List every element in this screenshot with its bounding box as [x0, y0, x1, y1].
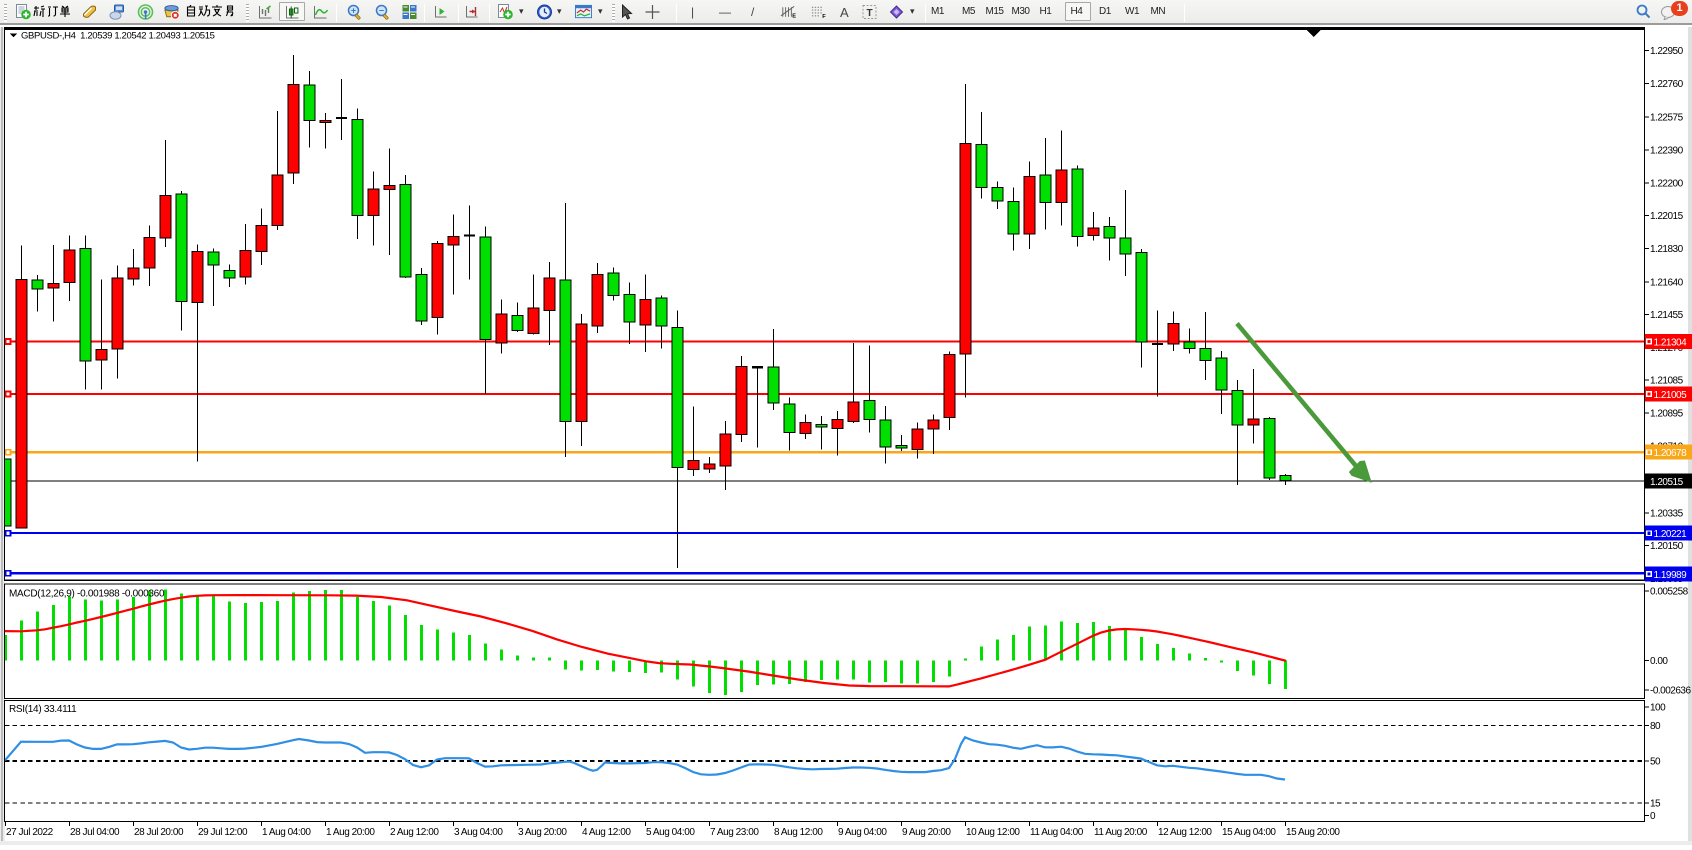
svg-text:GBPUSD-,H4 1.20539 1.20542 1.: GBPUSD-,H4 1.20539 1.20542 1.20493 1.205… [21, 31, 215, 42]
svg-text:80: 80 [1650, 721, 1661, 732]
svg-text:15 Aug 20:00: 15 Aug 20:00 [1286, 827, 1340, 838]
svg-text:3 Aug 04:00: 3 Aug 04:00 [454, 827, 503, 838]
svg-text:MACD(12,26,9) -0.001988 -0.000: MACD(12,26,9) -0.001988 -0.000360 [9, 589, 165, 600]
svg-text:E: E [792, 14, 796, 20]
svg-text:1.22575: 1.22575 [1650, 113, 1684, 124]
svg-text:3 Aug 20:00: 3 Aug 20:00 [518, 827, 567, 838]
svg-text:11 Aug 20:00: 11 Aug 20:00 [1094, 827, 1148, 838]
svg-text:-0.002636: -0.002636 [1650, 686, 1691, 697]
svg-text:4 Aug 12:00: 4 Aug 12:00 [582, 827, 631, 838]
svg-text:1.22200: 1.22200 [1650, 179, 1684, 190]
svg-text:RSI(14) 33.4111: RSI(14) 33.4111 [9, 704, 77, 715]
svg-text:1.20678: 1.20678 [1654, 448, 1688, 459]
svg-text:1.21005: 1.21005 [1654, 390, 1688, 401]
svg-text:T: T [866, 8, 872, 19]
svg-text:15 Aug 04:00: 15 Aug 04:00 [1222, 827, 1276, 838]
svg-text:8 Aug 12:00: 8 Aug 12:00 [774, 827, 823, 838]
svg-text:1.21455: 1.21455 [1650, 310, 1684, 321]
svg-text:1.19989: 1.19989 [1654, 570, 1688, 581]
svg-text:1.20335: 1.20335 [1650, 508, 1684, 519]
svg-text:15: 15 [1650, 798, 1661, 809]
svg-text:10 Aug 12:00: 10 Aug 12:00 [966, 827, 1020, 838]
svg-text:12 Aug 12:00: 12 Aug 12:00 [1158, 827, 1212, 838]
svg-text:1.22950: 1.22950 [1650, 46, 1684, 57]
svg-text:0.00: 0.00 [1650, 656, 1668, 667]
svg-text:1.22760: 1.22760 [1650, 79, 1684, 90]
svg-text:F: F [822, 14, 826, 20]
svg-text:1.21304: 1.21304 [1654, 338, 1688, 349]
svg-text:1.21830: 1.21830 [1650, 244, 1684, 255]
svg-text:1.21085: 1.21085 [1650, 376, 1684, 387]
svg-text:100: 100 [1650, 703, 1666, 714]
svg-text:1.20150: 1.20150 [1650, 541, 1684, 552]
svg-text:1 Aug 20:00: 1 Aug 20:00 [326, 827, 375, 838]
svg-text:1.22015: 1.22015 [1650, 211, 1684, 222]
svg-text:27 Jul 2022: 27 Jul 2022 [6, 827, 54, 838]
svg-text:0: 0 [1650, 811, 1656, 822]
svg-text:7 Aug 23:00: 7 Aug 23:00 [710, 827, 759, 838]
svg-text:50: 50 [1650, 757, 1661, 768]
svg-text:9 Aug 04:00: 9 Aug 04:00 [838, 827, 887, 838]
svg-text:1.21640: 1.21640 [1650, 278, 1684, 289]
svg-text:−: − [379, 6, 384, 16]
svg-text:1.20221: 1.20221 [1654, 529, 1688, 540]
svg-text:29 Jul 12:00: 29 Jul 12:00 [198, 827, 248, 838]
svg-text:2 Aug 12:00: 2 Aug 12:00 [390, 827, 439, 838]
svg-text:1.20515: 1.20515 [1650, 477, 1684, 488]
svg-text:1.20895: 1.20895 [1650, 408, 1684, 419]
svg-text:5 Aug 04:00: 5 Aug 04:00 [646, 827, 695, 838]
svg-text:+: + [351, 6, 356, 16]
svg-text:9 Aug 20:00: 9 Aug 20:00 [902, 827, 951, 838]
svg-text:28 Jul 20:00: 28 Jul 20:00 [134, 827, 184, 838]
svg-text:0.005258: 0.005258 [1650, 587, 1689, 598]
svg-text:1.22390: 1.22390 [1650, 145, 1684, 156]
svg-text:1 Aug 04:00: 1 Aug 04:00 [262, 827, 311, 838]
svg-text:28 Jul 04:00: 28 Jul 04:00 [70, 827, 120, 838]
svg-text:11 Aug 04:00: 11 Aug 04:00 [1030, 827, 1084, 838]
